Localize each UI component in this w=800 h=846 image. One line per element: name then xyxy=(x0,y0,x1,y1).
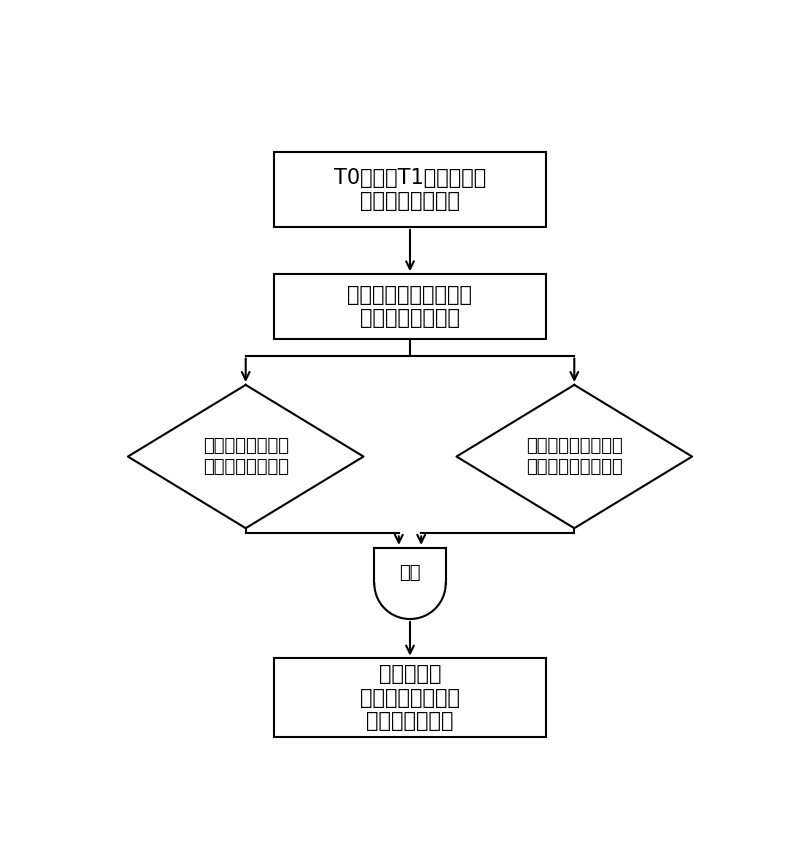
Text: T0时刻至T1时刻的轴振
工频振动幅值数据: T0时刻至T1时刻的轴振 工频振动幅值数据 xyxy=(334,168,486,211)
Bar xyxy=(274,658,546,737)
Bar xyxy=(274,152,546,227)
Text: 最佳线性拟合斜率
落入设定区间内？: 最佳线性拟合斜率 落入设定区间内？ xyxy=(202,437,289,476)
Bar xyxy=(274,274,546,339)
Text: 最佳线性拟合均方误
差落入设定区间内？: 最佳线性拟合均方误 差落入设定区间内？ xyxy=(526,437,622,476)
Text: 与门: 与门 xyxy=(399,563,421,582)
Text: 轴振工频振动幅值数据
最佳线性拟合分析: 轴振工频振动幅值数据 最佳线性拟合分析 xyxy=(347,285,473,328)
Text: 工作转速下
轴振工频振动幅值
趋势平稳性验证: 工作转速下 轴振工频振动幅值 趋势平稳性验证 xyxy=(360,664,460,731)
